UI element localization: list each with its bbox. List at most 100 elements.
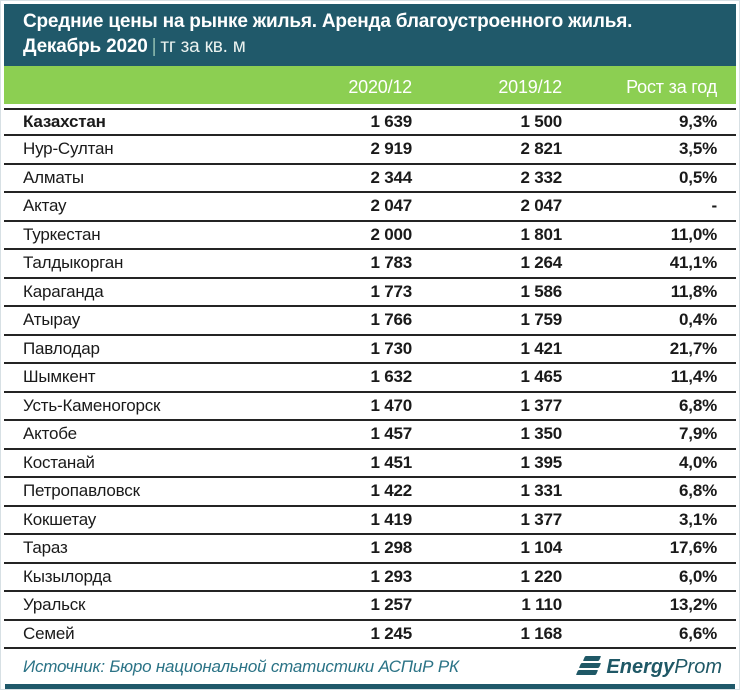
logo-text-bold: Energy	[606, 655, 675, 678]
table-row: Усть-Каменогорск 1 470 1 377 6,8%	[4, 393, 736, 421]
price-2019-cell: 1 421	[520, 338, 562, 358]
price-2020-cell: 1 457	[370, 424, 412, 444]
price-2019-cell: 1 264	[520, 253, 562, 273]
bottom-accent-bar	[5, 684, 735, 689]
price-2019-cell: 1 759	[520, 310, 562, 330]
region-cell: Семей	[23, 623, 75, 643]
region-cell: Казахстан	[23, 112, 106, 131]
region-cell: Нур-Султан	[23, 139, 114, 159]
price-2020-cell: 1 422	[370, 481, 412, 501]
table-row: Уральск 1 257 1 110 13,2%	[4, 592, 736, 621]
table-row: Шымкент 1 632 1 465 11,4%	[4, 364, 736, 393]
title-unit: тг за кв. м	[160, 36, 246, 57]
price-2020-cell: 1 245	[370, 623, 412, 643]
table-row: Петропавловск 1 422 1 331 6,8%	[4, 478, 736, 507]
region-cell: Шымкент	[23, 367, 96, 387]
growth-cell: 0,5%	[679, 167, 717, 187]
energyprom-logo: EnergyProm	[576, 656, 722, 677]
price-2019-cell: 1 465	[520, 367, 562, 387]
growth-cell: 6,8%	[679, 481, 717, 501]
growth-cell: 11,0%	[670, 224, 717, 244]
growth-cell: 17,6%	[669, 538, 717, 558]
price-2020-cell: 2 919	[370, 139, 412, 159]
price-2019-cell: 1 377	[520, 509, 562, 529]
growth-cell: 9,3%	[679, 112, 717, 131]
price-2019-cell: 1 377	[520, 395, 562, 415]
price-2020-cell: 1 293	[370, 566, 412, 586]
table-row: Алматы 2 344 2 332 0,5%	[4, 165, 736, 193]
price-2019-cell: 1 220	[520, 566, 562, 586]
region-cell: Атырау	[23, 310, 80, 330]
price-2020-cell: 1 639	[370, 112, 412, 131]
title-separator: |	[151, 36, 157, 57]
energyprom-bars-icon	[576, 656, 602, 677]
growth-cell: 3,5%	[679, 139, 717, 159]
table-row: Павлодар 1 730 1 421 21,7%	[4, 336, 736, 364]
region-cell: Караганда	[23, 281, 104, 301]
source-note: Источник: Бюро национальной статистики А…	[23, 656, 459, 676]
price-2020-cell: 1 470	[370, 395, 412, 415]
price-2020-cell: 2 000	[370, 224, 412, 244]
region-cell: Уральск	[23, 595, 86, 615]
footer: Источник: Бюро национальной статистики А…	[4, 649, 736, 682]
region-cell: Алматы	[23, 167, 84, 187]
growth-cell: 11,4%	[670, 367, 717, 387]
growth-cell: 0,4%	[679, 310, 717, 330]
growth-cell: 41,1%	[669, 253, 717, 273]
table-row: Караганда 1 773 1 586 11,8%	[4, 279, 736, 307]
growth-cell: 11,8%	[670, 281, 717, 301]
column-header-band: 2020/12 2019/12 Рост за год	[4, 66, 736, 104]
growth-cell: 21,7%	[669, 338, 717, 358]
region-cell: Костанай	[23, 452, 95, 472]
region-cell: Кызылорда	[23, 566, 112, 586]
price-2020-cell: 1 298	[370, 538, 412, 558]
price-2019-cell: 1 500	[520, 112, 562, 131]
page-title: Средние цены на рынке жилья. Аренда благ…	[4, 4, 736, 66]
region-cell: Павлодар	[23, 338, 100, 358]
price-2020-cell: 1 632	[370, 367, 412, 387]
price-2019-cell: 2 332	[520, 167, 562, 187]
price-2019-cell: 1 331	[520, 481, 562, 501]
price-2020-cell: 1 451	[370, 452, 412, 472]
region-cell: Туркестан	[23, 224, 101, 244]
table-row: Атырау 1 766 1 759 0,4%	[4, 307, 736, 336]
region-cell: Петропавловск	[23, 481, 140, 501]
table-row: Нур-Султан 2 919 2 821 3,5%	[4, 136, 736, 165]
price-2019-cell: 1 104	[520, 538, 562, 558]
column-header-growth: Рост за год	[626, 77, 717, 97]
title-line1: Средние цены на рынке жилья. Аренда благ…	[23, 11, 633, 32]
price-table: Казахстан 1 639 1 500 9,3% Нур-Султан 2 919 2 …	[4, 108, 736, 649]
growth-cell: 13,2%	[669, 595, 717, 615]
growth-cell: 7,9%	[679, 424, 717, 444]
price-2020-cell: 1 257	[370, 595, 412, 615]
title-period: Декабрь 2020	[23, 36, 148, 57]
price-2020-cell: 1 730	[370, 338, 412, 358]
price-2019-cell: 2 821	[520, 139, 562, 159]
table-row: Талдыкорган 1 783 1 264 41,1%	[4, 250, 736, 279]
price-2020-cell: 2 047	[370, 196, 412, 216]
growth-cell: 4,0%	[679, 452, 717, 472]
energyprom-logo-text: EnergyProm	[606, 657, 722, 677]
table-row: Тараз 1 298 1 104 17,6%	[4, 535, 736, 564]
price-2019-cell: 1 110	[521, 595, 562, 615]
price-2019-cell: 1 168	[520, 623, 562, 643]
price-2020-cell: 1 766	[370, 310, 412, 330]
region-cell: Кокшетау	[23, 509, 97, 529]
logo-text-light: Prom	[674, 655, 722, 678]
table-row: Кызылорда 1 293 1 220 6,0%	[4, 564, 736, 592]
table-row: Кокшетау 1 419 1 377 3,1%	[4, 507, 736, 535]
price-2020-cell: 1 783	[370, 253, 412, 273]
price-2019-cell: 1 586	[520, 281, 562, 301]
column-header-2019-12: 2019/12	[498, 77, 562, 97]
growth-cell: 6,6%	[679, 623, 717, 643]
growth-cell: 6,0%	[679, 566, 717, 586]
price-2020-cell: 1 419	[370, 509, 412, 529]
region-cell: Усть-Каменогорск	[23, 395, 161, 415]
table-row: Костанай 1 451 1 395 4,0%	[4, 450, 736, 478]
table-row: Туркестан 2 000 1 801 11,0%	[4, 222, 736, 250]
growth-cell: 3,1%	[679, 509, 717, 529]
growth-cell: -	[711, 196, 718, 216]
table-row: Семей 1 245 1 168 6,6%	[4, 621, 736, 649]
region-cell: Талдыкорган	[23, 253, 124, 273]
